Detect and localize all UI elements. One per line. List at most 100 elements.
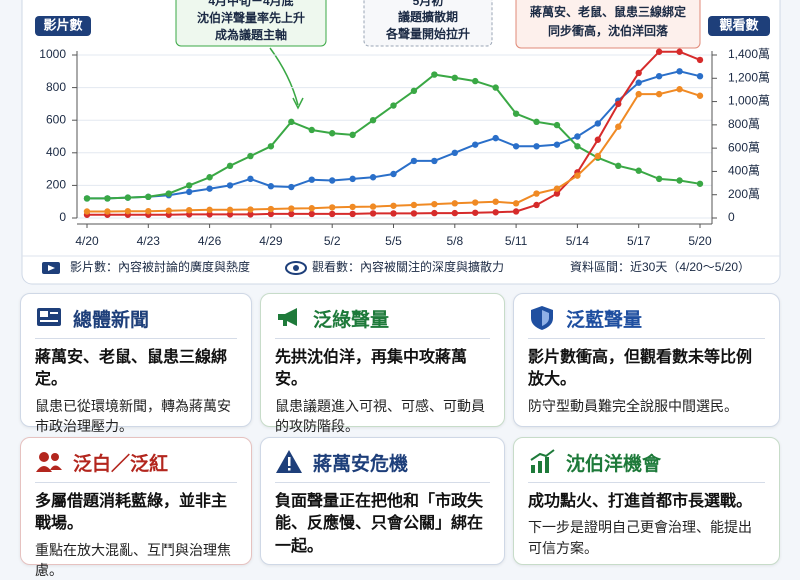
y2-tick-label: 800萬: [728, 117, 760, 131]
series-point: [574, 133, 581, 140]
series-point: [390, 202, 397, 209]
series-point: [410, 210, 418, 217]
video-icon-play: [48, 265, 55, 271]
series-point: [308, 126, 315, 134]
series-point: [451, 200, 458, 207]
y2-tick-label: 1,200萬: [728, 70, 770, 84]
series-point: [247, 211, 254, 218]
y-tick-label: 600: [46, 112, 66, 126]
series-point: [451, 209, 458, 217]
y2-label: 觀看數: [719, 17, 758, 32]
series-point: [492, 209, 499, 216]
legend-text: 影片數：內容被討論的廣度與熱度: [70, 259, 250, 274]
series-point: [655, 72, 663, 80]
series-point: [226, 206, 234, 214]
x-tick-label: 5/11: [505, 234, 528, 248]
card: 泛白／泛紅 多屬借題消耗藍綠，並非主戰場。 重點在放大混亂、互鬥與治理焦慮。: [20, 437, 252, 578]
series-point: [369, 174, 377, 181]
card: 蔣萬安危機負面聲量正在把他和「市政失能、反應慢、只會公關」綁在一起。: [260, 437, 505, 565]
annotation-text: 蔣萬安、老鼠、鼠患三線綁定: [530, 4, 686, 19]
series-point: [288, 118, 295, 126]
card-body: 重點在放大混亂、互鬥與治理焦慮。: [35, 541, 231, 579]
series-point: [676, 48, 683, 55]
series-point: [308, 176, 315, 183]
series-point: [615, 100, 622, 108]
annotation-text: 沈伯洋聲量率先上升: [197, 10, 305, 25]
series-point: [533, 118, 540, 126]
series-point: [635, 167, 642, 174]
chart: 影片數 觀看數 影片數：內容被討論的廣度與熱度 觀看數：內容被關注的深度與擴散力…: [21, 0, 781, 285]
series-point: [369, 210, 377, 217]
series-point: [390, 170, 397, 178]
x-tick-label: 5/17: [627, 234, 651, 248]
annotation-text: 成為議題主軸: [215, 27, 287, 42]
card-title: 泛藍聲量: [566, 309, 643, 331]
card-headline: 成功點火、打進首都市長選戰。: [528, 493, 753, 510]
y2-tick-label: 1,400萬: [728, 47, 770, 61]
series-point: [533, 190, 540, 197]
x-tick-label: 5/5: [385, 234, 402, 248]
card-title: 總體新聞: [73, 309, 150, 331]
series-point: [145, 207, 152, 215]
card-body: 防守型動員難完全說服中間選民。: [528, 397, 738, 414]
source-note: 資料區間：近30天（4/20～5/20）: [570, 260, 750, 274]
annotation-arrow: [269, 47, 299, 106]
series-point: [226, 211, 234, 218]
y-label: 影片數: [43, 17, 82, 32]
series-point: [226, 182, 234, 189]
card-icon: [278, 308, 297, 326]
series-point: [696, 72, 704, 80]
card: 總體新聞 蔣萬安、老鼠、鼠患三線綁定。 鼠患已從環境新聞，轉為蔣萬安市政治理壓力。: [20, 293, 252, 434]
series-point: [676, 177, 683, 184]
series-point: [615, 123, 622, 130]
y-tick-label: 0: [59, 210, 66, 224]
card-body: 鼠患議題進入可視、可感、可動員的攻防階段。: [275, 397, 485, 435]
series-point: [472, 141, 479, 148]
card-headline: 負面聲量正在把他和「市政失能、反應慢、只會公關」綁在一起。: [275, 493, 484, 555]
x-tick-label: 5/2: [324, 234, 341, 248]
card-header: 總體新聞: [35, 304, 237, 339]
series-point: [676, 68, 683, 75]
series-point: [696, 92, 704, 99]
card-title: 泛綠聲量: [313, 309, 390, 331]
annotation-text: 同步衝高，沈伯洋回落: [548, 23, 669, 38]
series-point: [431, 209, 438, 217]
card-title: 泛白／泛紅: [73, 453, 169, 475]
series-point: [185, 188, 193, 196]
series-point: [124, 207, 132, 215]
card-title: 沈伯洋機會: [566, 453, 662, 475]
series-point: [533, 201, 540, 209]
card-title: 蔣萬安危機: [313, 453, 409, 475]
legend-text: 觀看數：內容被關注的深度與擴散力: [312, 259, 504, 274]
series-point: [696, 180, 704, 187]
series-point: [410, 201, 418, 209]
series-point: [267, 210, 275, 218]
y2-tick-label: 0: [728, 210, 735, 224]
annotation-box: [515, 0, 701, 49]
series-point: [451, 149, 458, 156]
series-point: [696, 56, 704, 64]
series-point: [288, 183, 295, 191]
series-point: [308, 210, 315, 218]
series-point: [655, 175, 663, 183]
series-point: [165, 207, 172, 214]
series-point: [185, 206, 193, 214]
series-point: [349, 175, 356, 183]
x-tick-label: 4/23: [137, 234, 161, 248]
y2-tick-label: 200萬: [728, 187, 760, 201]
series-point: [472, 209, 479, 216]
y-tick-label: 200: [46, 178, 66, 192]
annotation-box: [363, 0, 493, 47]
series-point: [410, 157, 418, 165]
series-point: [553, 185, 561, 192]
card: 泛藍聲量 影片數衝高，但觀看數未等比例放大。 防守型動員難完全說服中間選民。: [513, 293, 780, 427]
eye-icon: [285, 261, 307, 275]
series-point: [247, 152, 254, 160]
series-point: [349, 203, 356, 211]
annotation-box: [175, 0, 327, 47]
series-point: [226, 162, 234, 170]
series-point: [676, 86, 683, 93]
series-point: [615, 162, 622, 170]
series-point: [124, 194, 132, 201]
